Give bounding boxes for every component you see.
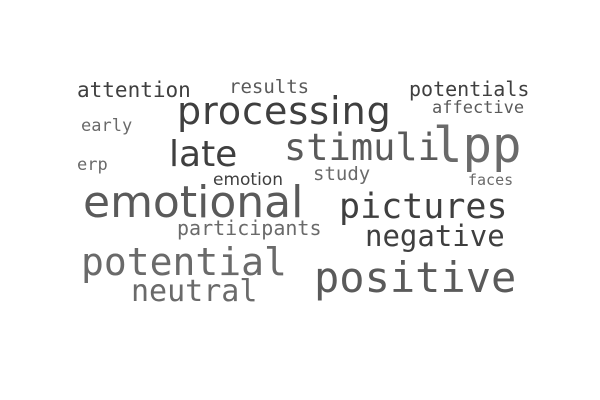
- word-faces: faces: [468, 171, 514, 189]
- word-attention: attention: [77, 78, 191, 102]
- word-potential: potential: [81, 240, 287, 284]
- word-erp: erp: [77, 155, 108, 175]
- word-potentials: potentials: [409, 77, 530, 101]
- word-early: early: [81, 116, 133, 136]
- word-participants: participants: [177, 216, 322, 240]
- word-pictures: pictures: [339, 187, 508, 227]
- word-processing: processing: [177, 89, 392, 133]
- word-stimuli: stimuli: [284, 126, 440, 169]
- word-affective: affective: [432, 98, 525, 118]
- word-lpp: lpp: [433, 117, 522, 174]
- word-negative: negative: [365, 219, 505, 253]
- word-emotional: emotional: [83, 177, 304, 228]
- word-study: study: [313, 163, 371, 185]
- word-late: late: [169, 134, 238, 175]
- word-results: results: [229, 76, 310, 98]
- word-neutral: neutral: [131, 274, 258, 309]
- word-positive: positive: [314, 253, 517, 302]
- word-emotion: emotion: [213, 170, 283, 190]
